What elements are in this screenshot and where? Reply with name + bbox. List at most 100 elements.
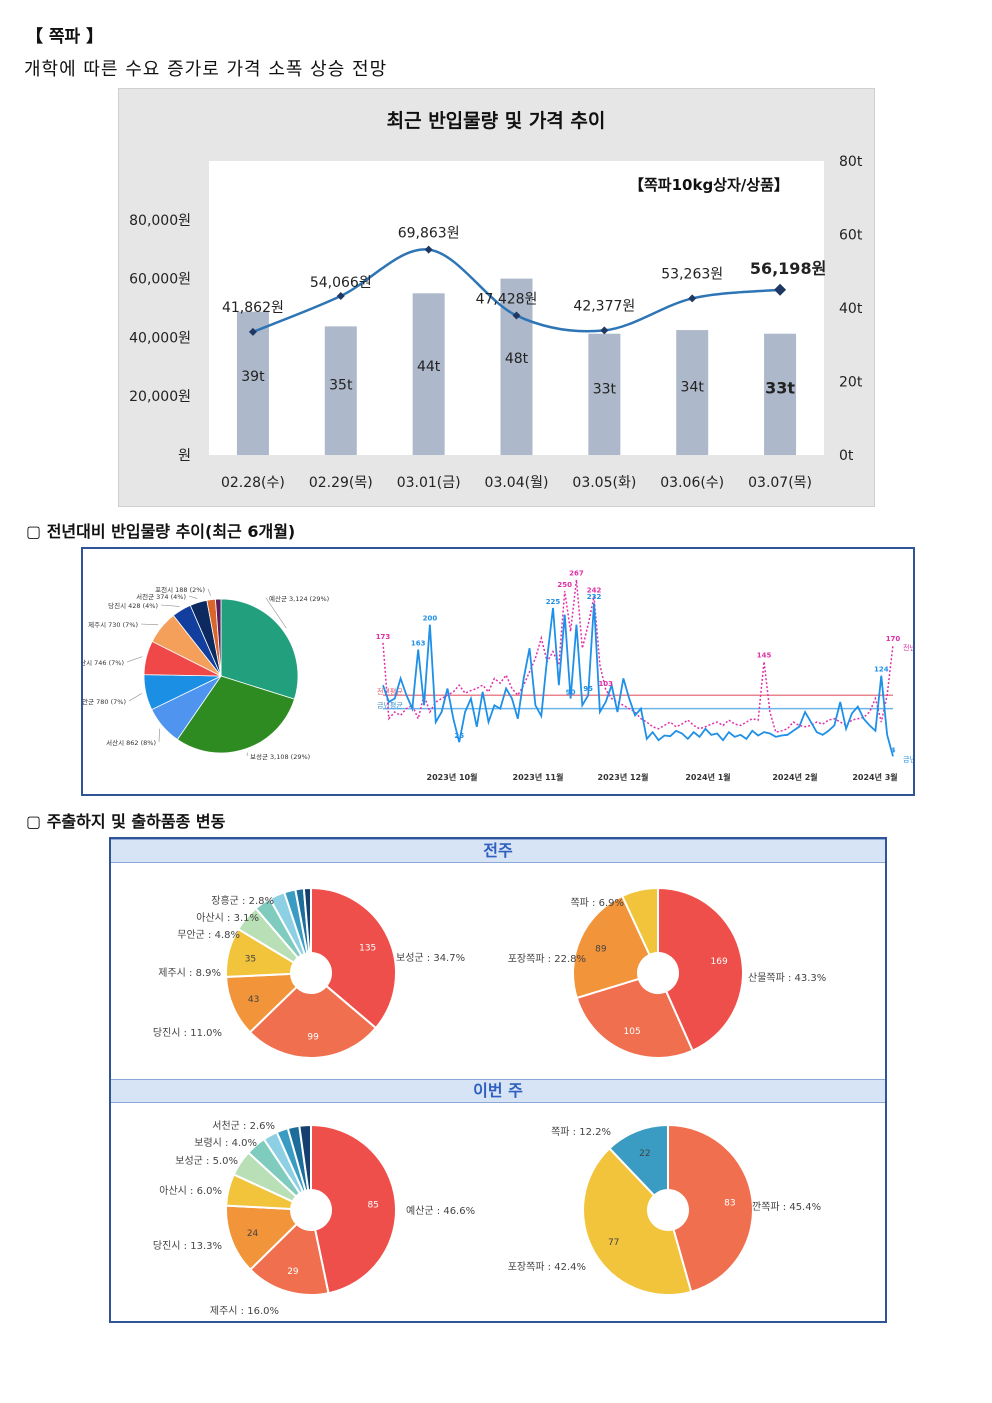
volume-bar (324, 326, 357, 455)
price-label: 41,862원 (222, 300, 284, 316)
price-label: 47,428원 (476, 292, 538, 308)
pie-slice-label: 제주시 730 (7%) (88, 621, 138, 629)
x-axis-tick: 02.29(목) (309, 475, 373, 491)
point-annotation: 103 (598, 680, 613, 688)
donut-value-label: 83 (724, 1198, 735, 1208)
six-month-trend-panel: 예산군 3,124 (29%) 보성군 3,108 (29%) 서산시 862 (8… (81, 547, 915, 796)
donut-value-label: 35 (245, 955, 256, 965)
pie-leader-line (126, 656, 143, 663)
volume-bar-label: 33t (765, 378, 795, 397)
donut-slice (298, 1123, 312, 1192)
pie-leader-line (188, 595, 198, 599)
donut-slice (657, 886, 744, 1052)
volume-bar-label: 34t (681, 379, 705, 395)
right-axis-tick: 0t (839, 448, 854, 464)
donut-slice (608, 1123, 669, 1197)
price-marker (600, 326, 609, 335)
donut-value-label: 105 (624, 1027, 641, 1037)
point-annotation: 242 (587, 587, 602, 595)
donut-slice-label: 포장쪽파 : 22.8% (508, 953, 586, 965)
pie-slice-label: 예산군 3,124 (29%) (269, 594, 329, 603)
section-heading-trend: ▢ 전년대비 반입물량 추이(최근 6개월) (26, 522, 296, 541)
point-annotation: 225 (546, 598, 561, 606)
x-axis-tick: 2024년 2월 (772, 772, 817, 782)
price-volume-chart-svg: 최근 반입물량 및 가격 추이 【쪽파10kg상자/상품】 원 20,000원 40,0… (129, 110, 863, 491)
pie-slice-label: 서천군 374 (4%) (136, 592, 186, 601)
donut-slice (248, 1222, 330, 1296)
pie-slice-label: 당진시 428 (4%) (108, 601, 158, 610)
cur-avg-label: 금년평균 (377, 701, 403, 710)
donut-slice-label: 쪽파 : 6.9% (570, 897, 624, 909)
pie-slice-label: 아산시 746 (7%) (83, 658, 124, 667)
donut-slice (225, 1204, 299, 1271)
x-axis-tick: 2024년 3월 (852, 772, 897, 782)
donut-slice (620, 886, 659, 957)
pie-slice-label: 보성군 3,108 (29%) (250, 752, 310, 761)
price-marker (248, 327, 257, 336)
donut-slice-label: 제주시 : 8.9% (158, 967, 221, 979)
donut-value-label: 22 (639, 1149, 650, 1159)
price-marker (774, 283, 787, 296)
price-marker (424, 245, 433, 254)
right-axis-tick: 40t (839, 301, 863, 317)
price-marker (512, 311, 521, 320)
point-annotation: 232 (587, 593, 602, 601)
donut-value-label: 85 (367, 1201, 378, 1211)
donut-slice-label: 서천군 : 2.6% (212, 1120, 275, 1132)
band-this-week: 이번 주 (111, 1079, 885, 1103)
donut-slice (582, 1146, 693, 1296)
price-marker (688, 294, 697, 303)
pie-leader-line (128, 693, 143, 702)
donut-slice (667, 1123, 754, 1294)
donut-slice (575, 977, 694, 1059)
point-annotation: 4 (891, 746, 896, 754)
x-axis-tick: 03.04(월) (485, 475, 549, 491)
donut-slice-label: 포장쪽파 : 42.4% (508, 1261, 586, 1273)
unit-note: 【쪽파10kg상자/상품】 (629, 176, 789, 194)
donut-this-week-variety: 83 깐쪽파 : 45.4% 77 포장쪽파 : 42.4% 22 쪽파 : 12.2% (508, 1123, 821, 1296)
left-axis-tick: 40,000원 (129, 330, 191, 346)
donut-slice-label: 아산시 : 6.0% (159, 1185, 222, 1197)
volume-bar (676, 330, 709, 455)
pie-slice-label: 무안군 780 (7%) (83, 697, 126, 706)
band-last-week: 전주 (111, 839, 885, 863)
chart-title: 최근 반입물량 및 가격 추이 (387, 110, 606, 132)
x-axis-tick: 03.05(화) (572, 475, 636, 491)
left-axis-tick: 원 (178, 448, 191, 464)
page-subtitle: 개학에 따른 수요 증가로 가격 소폭 상승 전망 (24, 59, 388, 80)
donut-value-label: 29 (287, 1267, 299, 1277)
x-axis-tick: 2024년 1월 (685, 772, 730, 782)
donut-value-label: 24 (247, 1229, 259, 1239)
price-label: 69,863원 (398, 226, 460, 242)
pie-leader-line (160, 604, 180, 607)
pie-slice (215, 598, 222, 677)
donut-value-label: 89 (595, 945, 607, 955)
point-annotation: 200 (423, 615, 438, 623)
donut-value-label: 135 (359, 944, 376, 954)
prev-avg-label: 전년평균 (377, 687, 403, 696)
left-axis-tick: 80,000원 (129, 213, 191, 229)
cur-year-line (382, 603, 894, 757)
price-label: 56,198원 (750, 259, 826, 278)
volume-bar-label: 44t (417, 359, 441, 375)
point-annotation: 170 (886, 635, 901, 643)
x-axis-tick: 03.01(금) (397, 475, 461, 491)
donut-value-label: 77 (608, 1238, 619, 1248)
donut-slice-label: 쪽파 : 12.2% (551, 1126, 611, 1138)
donut-slice-label: 예산군 : 46.6% (406, 1205, 475, 1217)
donut-slice (572, 894, 651, 1000)
donut-slice-label: 장흥군 : 2.8% (211, 894, 274, 907)
point-annotation: 90 (566, 689, 576, 697)
pie-leader-line (207, 588, 211, 596)
donut-value-label: 169 (711, 957, 728, 967)
pie-slice (220, 598, 299, 700)
x-axis-tick: 2023년 11월 (513, 772, 564, 782)
right-axis-tick: 60t (839, 228, 863, 244)
x-axis-tick: 2023년 12월 (598, 772, 649, 782)
donut-slice-label: 제주시 : 16.0% (210, 1305, 279, 1317)
price-label: 54,066원 (310, 275, 372, 291)
volume-bar (412, 293, 445, 455)
